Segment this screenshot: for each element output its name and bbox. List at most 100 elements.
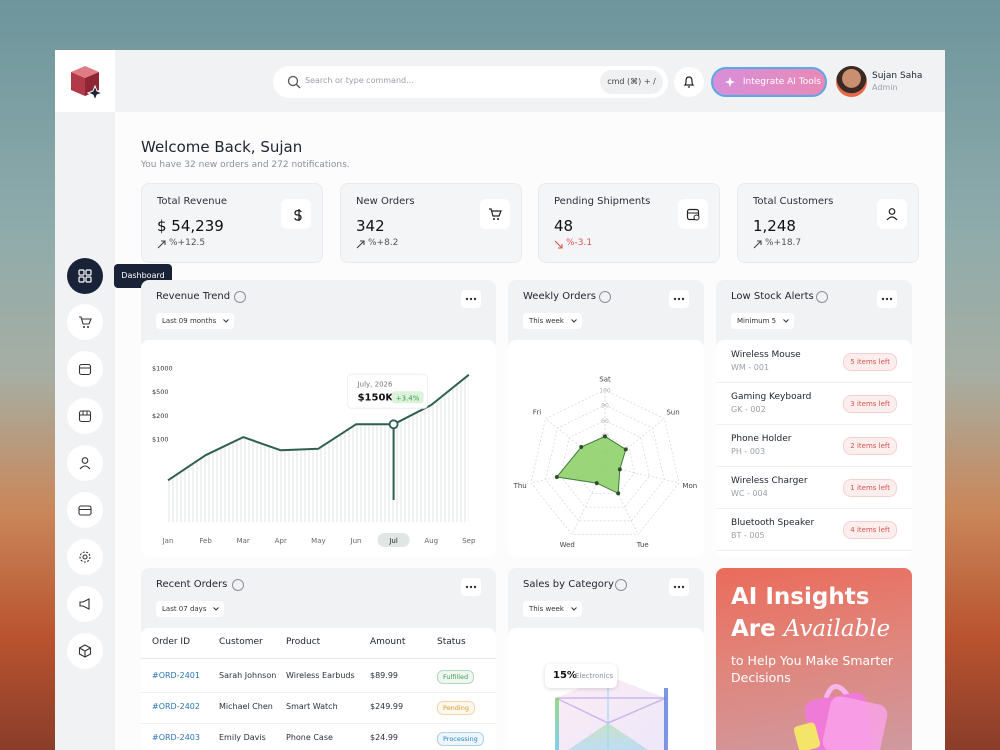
stock-badge: 3 items left <box>843 395 897 413</box>
ai-title-line: Are Available <box>731 616 890 642</box>
ai-body: to Help You Make Smarter Decisions <box>731 653 894 685</box>
cart-icon <box>79 316 92 328</box>
nav-orders[interactable] <box>67 304 103 340</box>
panel-title: Low Stock Alerts <box>731 291 814 302</box>
filter-label: Minimum 5 <box>737 317 777 325</box>
stat-change: %+12.5 <box>169 238 206 248</box>
grid-icon <box>78 269 92 283</box>
user-avatar[interactable] <box>836 66 867 97</box>
nav-dashboard[interactable] <box>67 258 103 294</box>
threshold-filter[interactable]: Minimum 5 <box>731 313 795 329</box>
icon <box>294 209 302 221</box>
stock-badge: 1 items left <box>843 479 897 497</box>
stat-label: Total Customers <box>753 196 834 207</box>
chart-area <box>141 340 496 557</box>
sales-category-panel: Sales by Category This week 15% Electron… <box>508 568 704 750</box>
stat-change: %+8.2 <box>368 238 399 248</box>
trend-arrow <box>157 240 166 249</box>
period-filter[interactable]: Last 07 days <box>156 601 225 617</box>
ai-title-accent: Available <box>783 616 891 642</box>
filter-label: This week <box>529 317 564 325</box>
integrate-ai-button[interactable]: Integrate AI Tools <box>711 67 827 97</box>
table-cell: $249.99 <box>370 702 404 711</box>
ai-insights-card[interactable]: AI Insights Are Available to Help You Ma… <box>716 568 912 750</box>
user-name: Sujan Saha <box>872 71 923 81</box>
more-button[interactable] <box>877 290 897 308</box>
info-icon[interactable] <box>816 291 828 303</box>
chevron <box>571 607 577 611</box>
stock-sku: GK - 002 <box>731 405 766 414</box>
table-cell: Phone Case <box>286 733 333 742</box>
dots-icon <box>465 585 477 589</box>
table-divider <box>141 658 496 659</box>
stat-card: Total Revenue $ 54,239 %+12.5 <box>141 183 323 263</box>
table-cell: Emily Davis <box>219 733 266 742</box>
stat-value: 48 <box>554 217 574 235</box>
nav-calendar[interactable] <box>67 351 103 387</box>
more-button[interactable] <box>669 578 689 596</box>
stock-badge: 4 items left <box>843 521 897 539</box>
nav-customers[interactable] <box>67 445 103 481</box>
column-header: Amount <box>370 637 406 647</box>
stock-name: Phone Holder <box>731 434 792 444</box>
category-graphic <box>555 676 668 750</box>
category-name: Electronics <box>575 672 614 680</box>
more-button[interactable] <box>461 290 481 308</box>
column-header: Order ID <box>152 637 191 647</box>
more-button[interactable] <box>669 290 689 308</box>
stock-row: Phone Holder PH - 003 2 items left <box>716 424 912 467</box>
stock-badge: 2 items left <box>843 437 897 455</box>
search-placeholder: Search or type command... <box>305 76 414 85</box>
period-filter[interactable]: This week <box>523 601 582 617</box>
shortcut-hint: cmd (⌘) + / <box>600 70 663 94</box>
order-id[interactable]: #ORD-2402 <box>152 702 200 711</box>
more-button[interactable] <box>461 578 481 596</box>
table-cell: Sarah Johnson <box>219 671 277 680</box>
chevron <box>213 607 220 611</box>
period-filter[interactable]: Last 09 months <box>156 313 235 329</box>
stock-sku: WC - 004 <box>731 489 768 498</box>
table-cell: Smart Watch <box>286 702 338 711</box>
order-id[interactable]: #ORD-2401 <box>152 671 200 680</box>
filter-label: Last 07 days <box>162 605 207 613</box>
nav-store[interactable] <box>67 398 103 434</box>
store-icon <box>78 410 92 423</box>
welcome-subtitle: You have 32 new orders and 272 notificat… <box>141 160 350 170</box>
icon <box>686 208 700 221</box>
stat-card: Pending Shipments 48 %-3.1 <box>538 183 720 263</box>
nav-products[interactable] <box>67 633 103 669</box>
info-icon[interactable] <box>232 579 244 591</box>
info-icon[interactable] <box>615 579 627 591</box>
stock-name: Wireless Charger <box>731 476 808 486</box>
welcome-title: Welcome Back, Sujan <box>141 138 303 156</box>
stat-value: 1,248 <box>753 217 796 235</box>
stock-sku: BT - 005 <box>731 531 765 540</box>
trend-arrow <box>554 240 563 249</box>
stat-icon <box>281 199 311 229</box>
dots-icon <box>465 297 477 301</box>
nav-payments[interactable] <box>67 492 103 528</box>
info-icon[interactable] <box>599 291 611 303</box>
box-icon <box>78 644 92 658</box>
stock-row: Wireless Charger WC - 004 1 items left <box>716 466 912 509</box>
notification-button[interactable] <box>674 67 704 97</box>
status-badge: Processing <box>437 732 484 746</box>
stock-row: Gaming Keyboard GK - 002 3 items left <box>716 382 912 425</box>
stat-change: %-3.1 <box>566 238 593 248</box>
panel-title: Weekly Orders <box>523 291 596 302</box>
nav-marketing[interactable] <box>67 586 103 622</box>
info-icon[interactable] <box>234 291 246 303</box>
ai-title: AI Insights <box>731 584 870 610</box>
nav-settings[interactable] <box>67 539 103 575</box>
stat-value: 342 <box>356 217 385 235</box>
bell-icon <box>683 76 695 88</box>
trend-arrow <box>356 240 365 249</box>
period-filter[interactable]: This week <box>523 313 582 329</box>
status-badge: Fulfilled <box>437 670 475 684</box>
card-icon <box>78 505 92 516</box>
chevron <box>571 319 577 323</box>
logo[interactable] <box>55 50 115 112</box>
order-id[interactable]: #ORD-2403 <box>152 733 200 742</box>
trend-arrow <box>753 240 762 249</box>
